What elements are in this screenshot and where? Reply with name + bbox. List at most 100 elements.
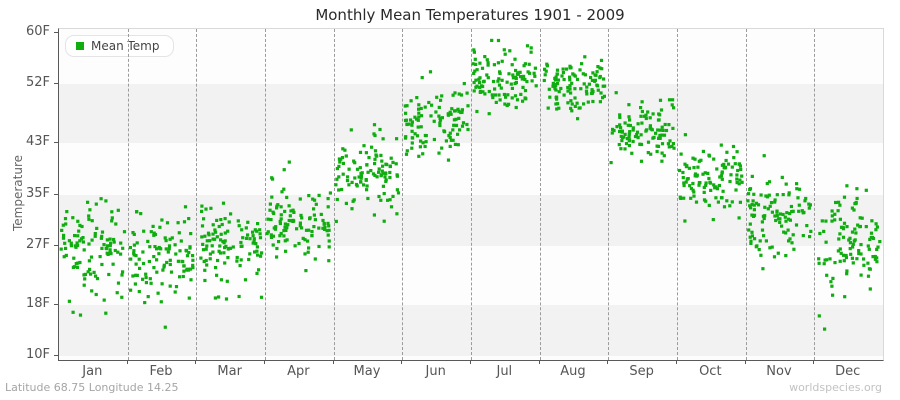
data-point xyxy=(201,242,205,246)
data-point xyxy=(569,99,573,103)
data-point xyxy=(184,268,189,272)
data-point xyxy=(306,250,310,254)
data-point xyxy=(223,261,227,265)
data-point xyxy=(241,236,245,240)
data-point xyxy=(87,214,91,218)
data-point xyxy=(875,225,879,229)
data-point xyxy=(87,217,91,221)
data-point xyxy=(319,212,323,216)
data-point xyxy=(456,143,460,147)
data-point xyxy=(738,164,742,168)
data-point xyxy=(715,187,719,191)
data-point xyxy=(838,247,842,251)
data-point xyxy=(409,118,413,122)
data-point xyxy=(800,209,804,213)
data-point xyxy=(375,175,379,179)
data-point xyxy=(231,245,235,249)
data-point xyxy=(854,202,858,206)
data-point xyxy=(797,203,801,207)
data-point xyxy=(147,259,151,264)
data-point xyxy=(591,71,595,75)
data-point xyxy=(287,204,291,208)
data-point xyxy=(784,254,788,258)
data-point xyxy=(162,265,166,269)
data-point xyxy=(755,244,759,248)
data-point xyxy=(767,193,771,197)
data-point xyxy=(223,231,227,235)
data-point xyxy=(395,212,399,216)
data-point xyxy=(773,214,777,218)
data-point xyxy=(638,142,642,146)
data-point xyxy=(655,149,659,154)
data-point xyxy=(73,234,77,238)
data-point xyxy=(144,275,148,279)
data-point xyxy=(109,252,113,256)
y-tick-mark xyxy=(54,303,58,305)
data-point xyxy=(287,160,291,164)
data-point xyxy=(513,94,518,98)
data-point xyxy=(556,78,561,82)
data-point xyxy=(746,199,750,203)
data-point xyxy=(459,110,463,115)
data-point xyxy=(448,110,452,114)
data-point xyxy=(102,298,106,302)
data-point xyxy=(716,200,720,204)
data-point xyxy=(555,82,560,86)
data-point xyxy=(672,146,676,150)
data-point xyxy=(688,184,692,188)
data-point xyxy=(854,231,858,235)
data-point xyxy=(584,89,589,93)
data-point xyxy=(820,219,824,223)
data-point xyxy=(375,154,379,158)
data-point xyxy=(435,95,439,99)
data-point xyxy=(855,257,859,261)
data-point xyxy=(254,242,258,246)
data-point xyxy=(269,235,274,239)
data-point xyxy=(164,247,168,251)
data-point xyxy=(258,232,262,236)
data-point xyxy=(630,151,634,155)
data-point xyxy=(386,198,390,202)
data-point xyxy=(759,193,763,197)
data-point xyxy=(153,232,158,237)
data-point xyxy=(112,240,116,244)
data-point xyxy=(419,114,424,118)
data-point xyxy=(226,229,230,233)
data-point xyxy=(203,234,207,238)
data-point xyxy=(627,144,631,148)
data-point xyxy=(868,237,872,241)
month-gridline xyxy=(265,29,266,360)
data-point xyxy=(299,213,303,217)
data-point xyxy=(64,253,68,257)
data-point xyxy=(340,187,344,192)
data-point xyxy=(282,234,286,238)
footer-source: worldspecies.org xyxy=(789,381,882,394)
data-point xyxy=(413,132,417,136)
data-point xyxy=(220,222,224,227)
data-point xyxy=(354,182,359,187)
data-point xyxy=(152,255,156,259)
data-point xyxy=(251,234,255,238)
x-month-label: Jul xyxy=(496,364,513,379)
data-point xyxy=(657,118,661,122)
data-point xyxy=(88,267,92,271)
data-point xyxy=(236,219,240,223)
data-point xyxy=(481,84,485,89)
data-point xyxy=(255,249,259,253)
data-point xyxy=(430,103,434,107)
data-point xyxy=(651,112,655,116)
data-point xyxy=(874,228,878,232)
data-point xyxy=(737,216,741,220)
data-point xyxy=(618,123,622,127)
data-point xyxy=(658,113,662,117)
data-point xyxy=(211,250,215,254)
data-point xyxy=(640,121,644,125)
data-point xyxy=(211,232,215,236)
data-point xyxy=(141,250,145,254)
data-point xyxy=(279,217,283,221)
data-point xyxy=(657,136,661,140)
data-point xyxy=(364,151,368,155)
data-point xyxy=(62,233,66,237)
data-point xyxy=(636,122,640,126)
data-point xyxy=(739,167,743,171)
